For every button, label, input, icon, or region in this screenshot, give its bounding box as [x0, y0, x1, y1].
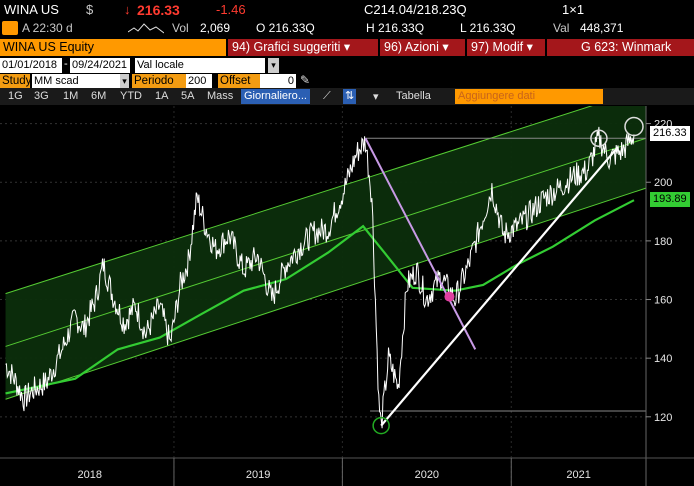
suggested-charts-label: 94) Grafici suggeriti: [232, 40, 341, 54]
last-price: 216.33: [137, 2, 180, 18]
range-1y[interactable]: 1A: [155, 90, 169, 102]
modify-menu[interactable]: 97) Modif ▾: [467, 39, 545, 56]
high-marker-circle[interactable]: [624, 116, 644, 137]
frequency-select[interactable]: Giornaliero...: [241, 89, 310, 104]
value-label: Val: [553, 21, 570, 35]
downtrend-line[interactable]: [364, 137, 477, 350]
table-button[interactable]: Tabella: [396, 90, 431, 102]
day-range: C214.04/218.23Q: [364, 2, 467, 17]
range-3d[interactable]: 3G: [34, 90, 49, 102]
x-tick-label: 2019: [246, 469, 270, 481]
quote-time: A 22:30 d: [22, 21, 73, 35]
security-field[interactable]: WINA US Equity: [0, 39, 226, 56]
net-change: -1.46: [216, 2, 246, 17]
modify-label: 97) Modif: [471, 40, 524, 54]
low-price: L 216.33Q: [460, 21, 516, 35]
period-field[interactable]: 200: [186, 74, 212, 89]
line-chart-icon[interactable]: ⟋: [323, 90, 331, 102]
ellipsis-icon: ...: [297, 90, 307, 102]
range-1d[interactable]: 1G: [8, 90, 23, 102]
y-tick-label: 160: [654, 295, 672, 307]
currency-select[interactable]: Val locale: [135, 58, 265, 73]
range-1m[interactable]: 1M: [63, 90, 79, 102]
chevron-down-icon: ▾: [442, 40, 449, 54]
channel-lower-line[interactable]: [5, 187, 647, 400]
ticker[interactable]: WINA US: [4, 2, 59, 17]
offset-label: Offset: [218, 74, 260, 89]
end-date-field[interactable]: 09/24/2021: [70, 58, 130, 73]
x-tick-label: 2020: [415, 469, 439, 481]
quote-bar: WINA US $ ↓ 216.33 -1.46 C214.04/218.23Q…: [0, 0, 694, 19]
chevron-down-icon: ▾: [343, 40, 351, 54]
chevron-down-icon[interactable]: ▾: [268, 58, 279, 73]
range-max[interactable]: Mass: [207, 90, 234, 102]
offset-field[interactable]: 0: [260, 74, 296, 89]
period-label: Periodo: [132, 74, 186, 89]
study-select[interactable]: MM scad: [32, 74, 120, 89]
y-tick-label: 120: [654, 412, 672, 424]
group-selector[interactable]: G 623: Winmark: [547, 39, 694, 56]
open-price: O 216.33Q: [256, 21, 315, 35]
volume: 2,069: [200, 21, 231, 35]
pencil-icon[interactable]: ✎: [300, 73, 311, 87]
down-arrow-icon: ↓: [124, 2, 131, 17]
traded-value: 448,371: [580, 21, 624, 35]
quote-details: A 22:30 d Vol 2,069 O 216.33Q H 216.33Q …: [0, 19, 694, 38]
y-tick-label: 140: [654, 353, 672, 365]
menu-bar: WINA US Equity 94) Grafici suggeriti ▾ 9…: [0, 38, 694, 57]
range-ytd[interactable]: YTD: [120, 90, 142, 102]
high-price: H 216.33Q: [366, 21, 425, 35]
low-marker-circle[interactable]: [372, 416, 390, 435]
study-label: Study: [0, 74, 32, 89]
suggested-charts-menu[interactable]: 94) Grafici suggeriti ▾: [228, 39, 378, 56]
uptrend-line[interactable]: [380, 146, 619, 427]
add-data-field[interactable]: Aggiungere dati: [455, 89, 603, 104]
market-status-icon[interactable]: [2, 21, 18, 35]
date-separator: -: [64, 58, 68, 70]
price-line: [5, 126, 635, 429]
moving-average-tag: 193.89: [650, 192, 690, 208]
chevron-down-icon[interactable]: ▾: [373, 91, 379, 103]
actions-menu[interactable]: 96) Azioni ▾: [380, 39, 465, 56]
x-tick-label: 2021: [566, 469, 590, 481]
y-tick-label: 200: [654, 177, 672, 189]
actions-label: 96) Azioni: [384, 40, 439, 54]
channel-fill: [5, 106, 646, 400]
crossover-marker[interactable]: [444, 291, 455, 302]
start-date-field[interactable]: 01/01/2018: [0, 58, 62, 73]
study-params-row: Study MM scad ▾ Periodo 200 Offset 0 ✎: [0, 73, 694, 89]
high-marker-circle[interactable]: [590, 129, 608, 148]
chevron-down-icon: ▾: [526, 40, 533, 54]
volume-label: Vol: [172, 21, 189, 35]
candlestick-icon[interactable]: ⇅: [343, 89, 357, 104]
range-6m[interactable]: 6M: [91, 90, 107, 102]
y-tick-label: 180: [654, 236, 672, 248]
sparkline-icon: [128, 23, 164, 34]
chart-toolbar: 1G 3G 1M 6M YTD 1A 5A Mass Giornaliero..…: [0, 88, 694, 105]
x-axis: 2018 2019 2020 2021: [0, 457, 694, 486]
currency: $: [86, 2, 94, 17]
date-params-row: 01/01/2018 - 09/24/2021 Val locale ▾: [0, 57, 694, 74]
last-price-tag: 216.33: [650, 126, 690, 142]
moving-average-line: [5, 199, 635, 395]
range-5y[interactable]: 5A: [181, 90, 195, 102]
quote-size: 1×1: [562, 2, 585, 17]
chevron-down-icon[interactable]: ▾: [120, 74, 129, 89]
frequency-label: Giornaliero: [244, 90, 298, 102]
channel-upper-line[interactable]: [5, 106, 646, 295]
x-tick-label: 2018: [78, 469, 102, 481]
